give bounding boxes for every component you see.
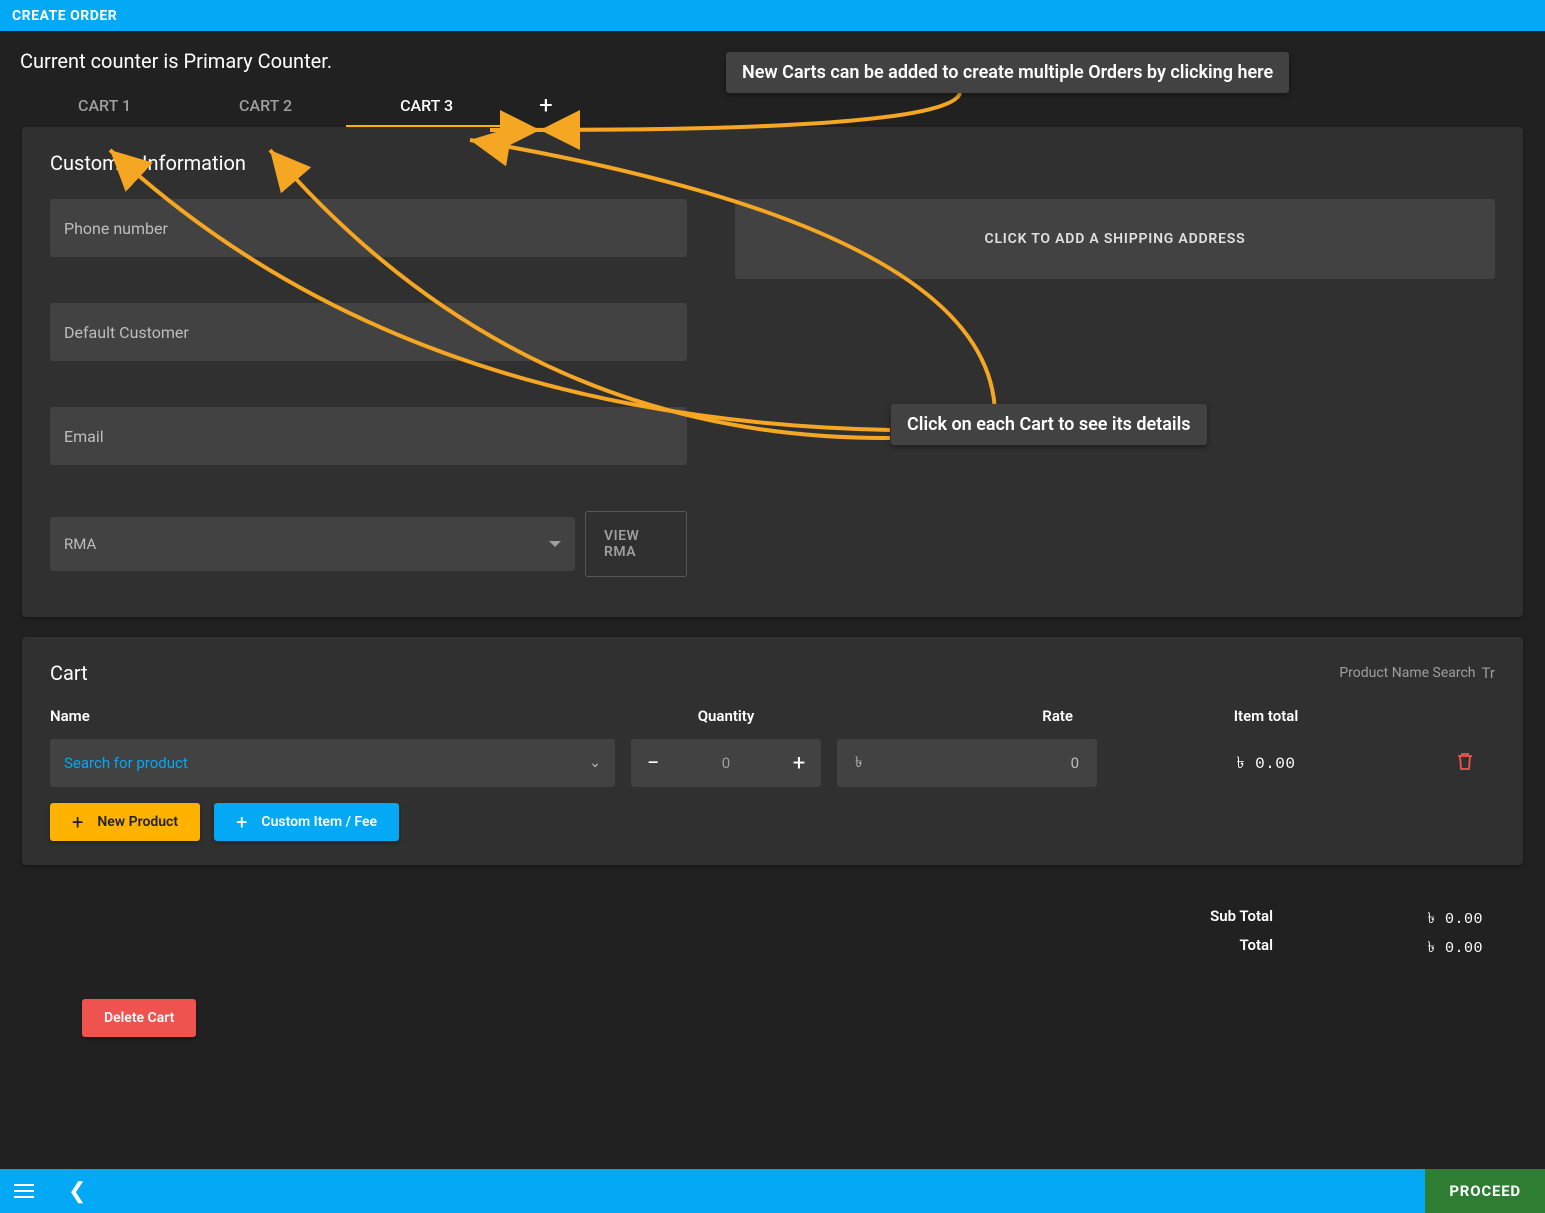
rate-currency: ৳ — [855, 751, 862, 776]
create-order-title: CREATE ORDER — [12, 8, 117, 24]
cart-title: Cart — [50, 661, 88, 685]
caret-down-icon — [549, 541, 561, 547]
quantity-stepper: − 0 + — [631, 739, 821, 787]
text-format-icon: Tr — [1482, 664, 1495, 682]
rma-placeholder: RMA — [64, 535, 96, 553]
customer-info-card: Customer Information Phone number Defaul… — [22, 127, 1523, 617]
tab-cart-1[interactable]: CART 1 — [24, 84, 185, 127]
phone-placeholder: Phone number — [64, 219, 168, 238]
callout-add-cart: New Carts can be added to create multipl… — [726, 52, 1289, 93]
callout-click-cart: Click on each Cart to see its details — [891, 404, 1207, 445]
proceed-button[interactable]: PROCEED — [1425, 1169, 1545, 1213]
delete-cart-button[interactable]: Delete Cart — [82, 999, 196, 1037]
product-name-search-toggle[interactable]: Product Name Search Tr — [1339, 664, 1495, 682]
product-search-select[interactable]: Search for product ⌄ — [50, 739, 615, 787]
subtotal-label: Sub Total — [1210, 907, 1273, 932]
totals-section: Sub Total ৳ 0.00 Total ৳ 0.00 — [22, 885, 1523, 983]
total-label: Total — [1239, 936, 1273, 961]
topbar: CREATE ORDER — [0, 0, 1545, 31]
col-quantity: Quantity — [631, 707, 821, 725]
qty-value[interactable]: 0 — [722, 754, 730, 772]
customer-info-title: Customer Information — [50, 151, 1495, 175]
product-search-placeholder: Search for product — [64, 754, 188, 772]
trash-icon — [1456, 751, 1474, 771]
add-shipping-button[interactable]: CLICK TO ADD A SHIPPING ADDRESS — [735, 199, 1495, 279]
cart-line-item: Search for product ⌄ − 0 + ৳ 0 ৳ 0.00 — [50, 739, 1495, 787]
custom-item-label: Custom Item / Fee — [261, 814, 377, 830]
qty-decrement-button[interactable]: − — [639, 751, 667, 776]
hamburger-icon — [14, 1184, 34, 1186]
delete-line-button[interactable] — [1435, 751, 1495, 776]
email-field[interactable]: Email — [50, 407, 687, 465]
chevron-left-icon: ❮ — [68, 1179, 86, 1204]
col-name: Name — [50, 707, 615, 725]
rma-select[interactable]: RMA — [50, 517, 575, 571]
rate-value: 0 — [1071, 754, 1079, 772]
customer-placeholder: Default Customer — [64, 323, 189, 342]
tab-cart-2[interactable]: CART 2 — [185, 84, 346, 127]
view-rma-button[interactable]: VIEW RMA — [585, 511, 687, 577]
cart-columns-header: Name Quantity Rate Item total — [50, 707, 1495, 725]
add-cart-button[interactable]: + — [507, 93, 585, 117]
phone-field[interactable]: Phone number — [50, 199, 687, 257]
plus-icon: + — [236, 812, 247, 832]
subtotal-value: ৳ 0.00 — [1373, 907, 1483, 932]
menu-button[interactable] — [14, 1184, 34, 1198]
email-placeholder: Email — [64, 427, 104, 446]
col-item-total: Item total — [1113, 707, 1419, 725]
col-rate: Rate — [837, 707, 1097, 725]
item-total-value: ৳ 0.00 — [1113, 750, 1419, 777]
rate-input[interactable]: ৳ 0 — [837, 739, 1097, 787]
customer-field[interactable]: Default Customer — [50, 303, 687, 361]
custom-item-button[interactable]: + Custom Item / Fee — [214, 803, 399, 841]
back-button[interactable]: ❮ — [68, 1179, 86, 1204]
plus-icon: + — [72, 812, 83, 832]
bottombar: ❮ PROCEED — [0, 1169, 1545, 1213]
product-name-search-label: Product Name Search — [1339, 665, 1475, 681]
new-product-button[interactable]: + New Product — [50, 803, 200, 841]
total-value: ৳ 0.00 — [1373, 936, 1483, 961]
new-product-label: New Product — [97, 814, 178, 830]
chevron-down-icon: ⌄ — [589, 755, 601, 771]
cart-card: Cart Product Name Search Tr Name Quantit… — [22, 637, 1523, 865]
tab-cart-3[interactable]: CART 3 — [346, 84, 507, 127]
qty-increment-button[interactable]: + — [785, 751, 813, 776]
plus-icon: + — [539, 91, 553, 119]
